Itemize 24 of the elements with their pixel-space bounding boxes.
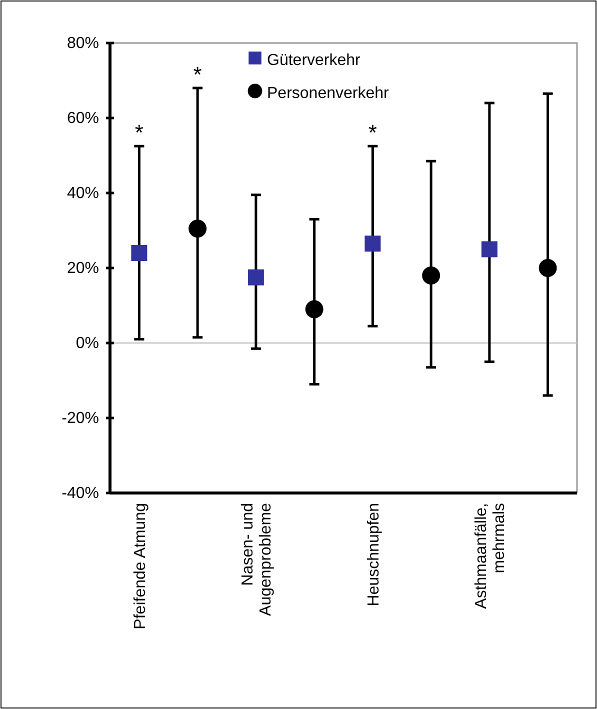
y-tick-label: 60% <box>66 110 99 128</box>
legend-label: Personenverkehr <box>267 85 390 102</box>
annotation: * <box>193 62 202 87</box>
x-tick-label: Asthmaanfälle, mehrmals <box>472 503 508 609</box>
point <box>305 300 324 318</box>
x-tick-label: Pfeifende Atmung <box>132 503 149 630</box>
point <box>364 236 381 252</box>
y-tick-label: -40% <box>62 485 99 502</box>
point <box>131 245 148 261</box>
legend-label: Güterverkehr <box>267 52 362 69</box>
x-tick-label: Nasen- und Augenprobleme <box>239 502 275 616</box>
y-tick-label: 80% <box>66 35 99 52</box>
point <box>422 266 440 284</box>
y-tick-label: 40% <box>66 185 99 202</box>
point <box>538 259 557 277</box>
point <box>248 269 264 286</box>
point <box>188 220 207 238</box>
x-tick-label: Heuschnupfen <box>365 503 382 606</box>
point <box>481 241 498 258</box>
y-tick-label: -20% <box>62 410 99 428</box>
annotation: * <box>134 120 144 146</box>
y-tick-label: 20% <box>66 260 99 278</box>
y-tick-label: 0% <box>76 335 99 352</box>
annotation: * <box>368 120 378 146</box>
